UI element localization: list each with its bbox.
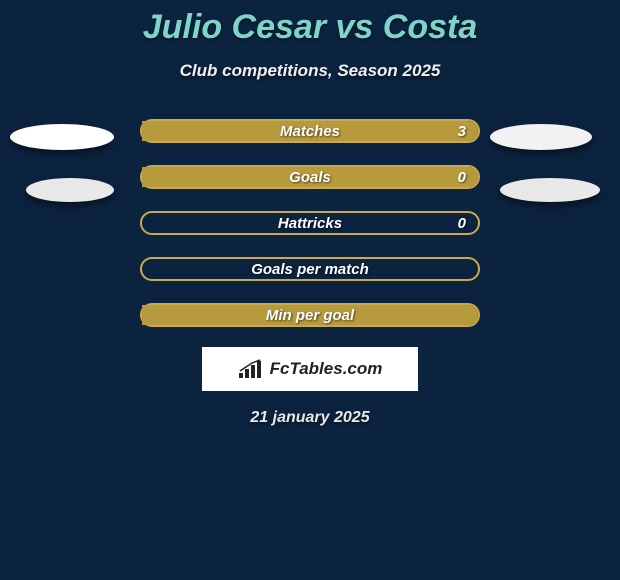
stat-label: Min per goal [266,307,354,324]
chart-icon [238,359,264,379]
page-title: Julio Cesar vs Costa [0,0,620,47]
stat-row: Goals per match [140,257,480,281]
stat-row: Hattricks 0 [140,211,480,235]
stat-label: Matches [280,123,340,140]
stat-value-right: 3 [458,123,466,140]
stat-value-right: 0 [458,169,466,186]
stat-row: Matches 3 [140,119,480,143]
player-left-ellipse-2 [26,178,114,202]
stat-value-right: 0 [458,215,466,232]
player-left-ellipse-1 [10,124,114,150]
stat-label: Goals per match [251,261,369,278]
stats-container: Matches 3 Goals 0 Hattricks 0 Goals per match M… [0,119,620,327]
stat-row: Min per goal [140,303,480,327]
stat-row: Goals 0 [140,165,480,189]
player-right-ellipse-2 [500,178,600,202]
subtitle: Club competitions, Season 2025 [0,61,620,81]
date-text: 21 january 2025 [0,409,620,427]
fctables-logo: FcTables.com [202,347,418,391]
stat-label: Goals [289,169,331,186]
stat-label: Hattricks [278,215,342,232]
logo-text: FcTables.com [270,359,383,379]
player-right-ellipse-1 [490,124,592,150]
